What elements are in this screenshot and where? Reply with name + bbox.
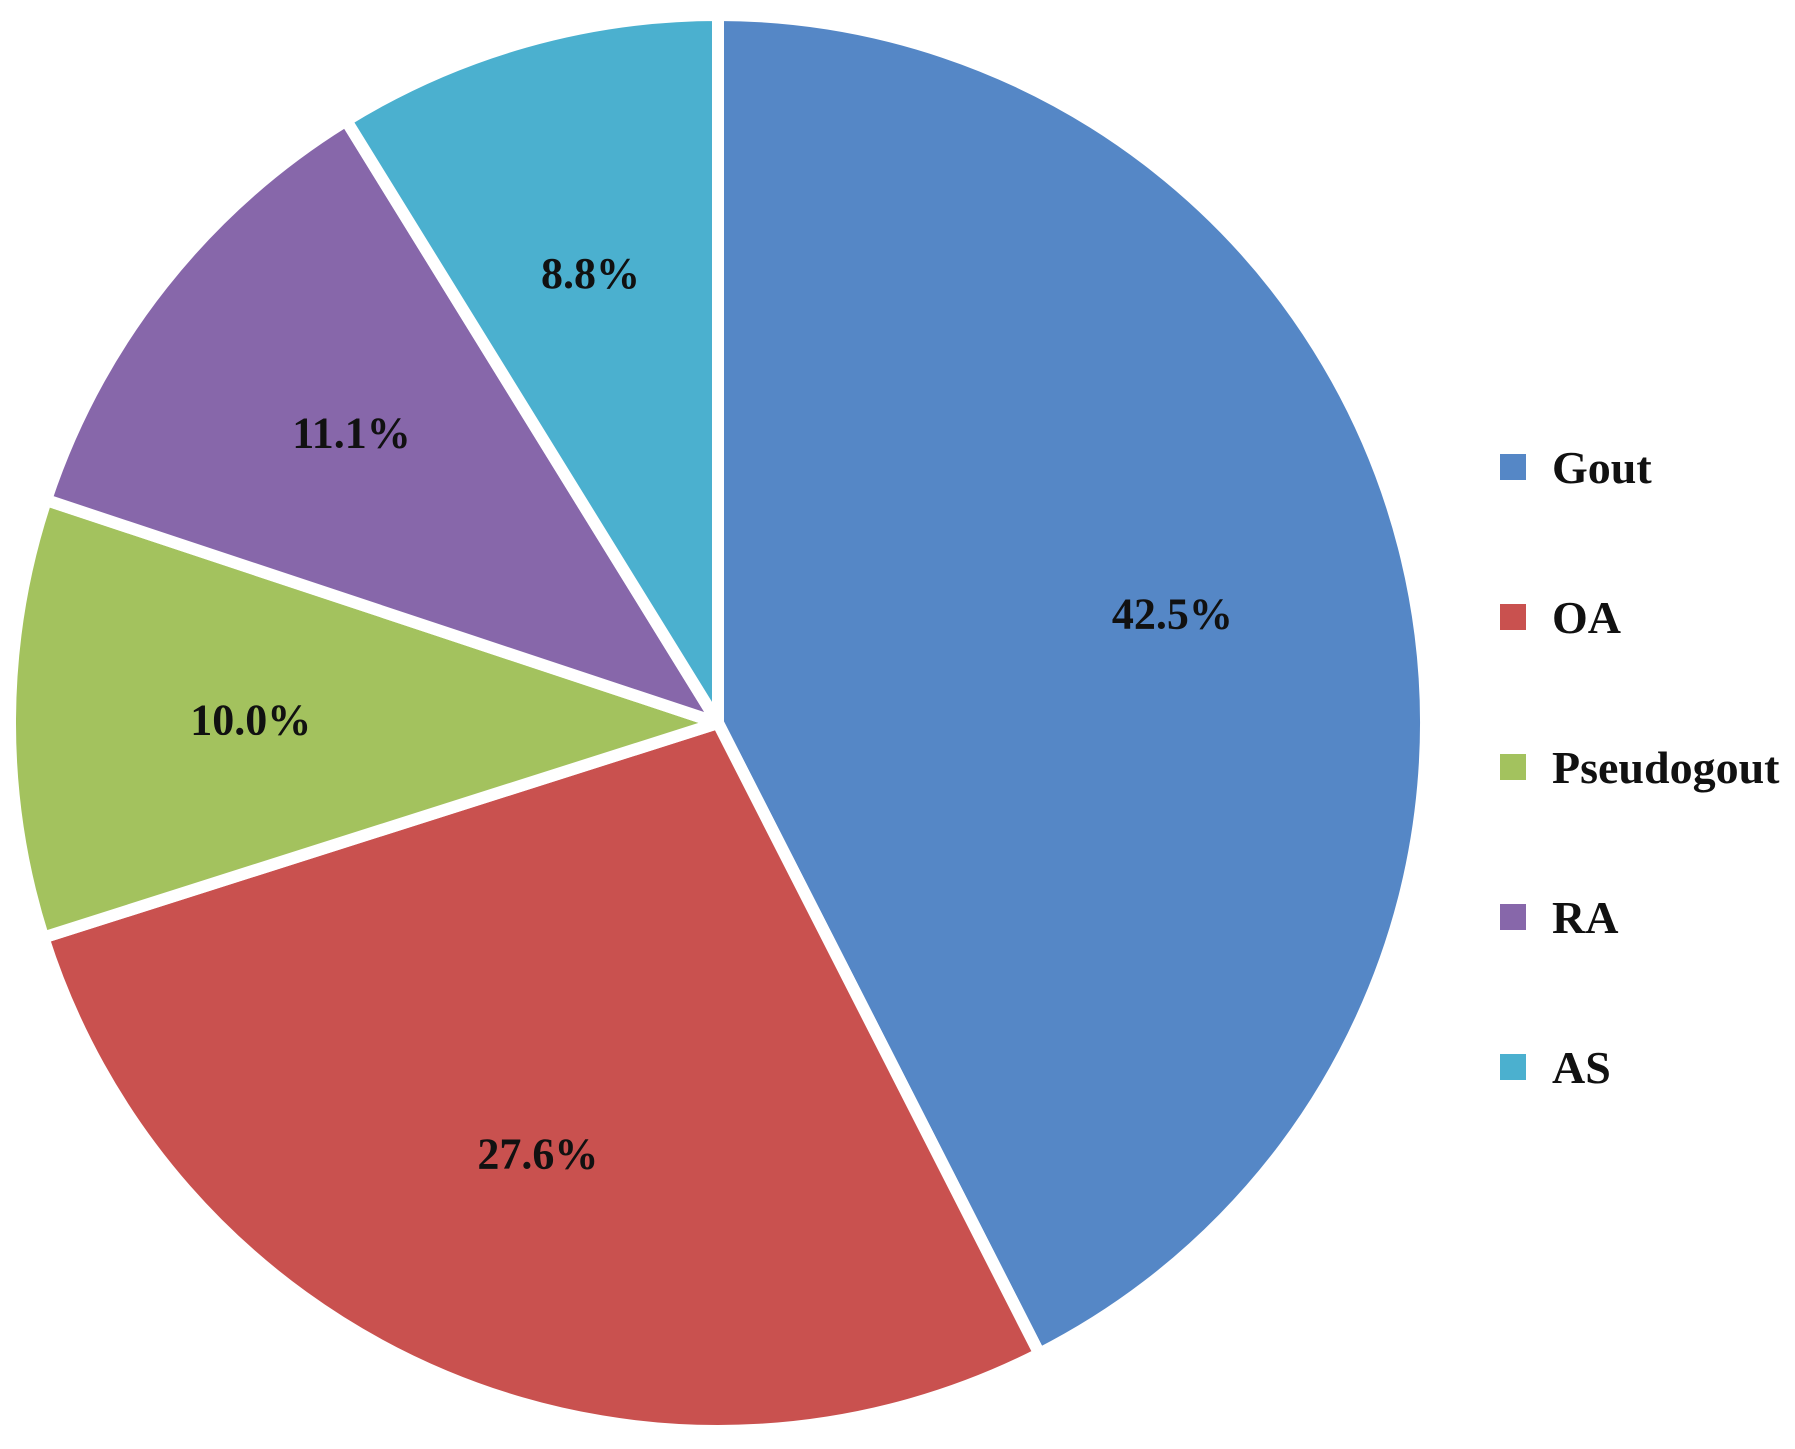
pie-slice-labels: 42.5% 27.6% 10.0% 11.1% 8.8%: [190, 249, 1233, 1179]
pie-slice-label-gout: 42.5%: [1112, 589, 1233, 638]
legend-item-pseudogout: Pseudogout: [1500, 692, 1790, 842]
legend-swatch-oa: [1500, 604, 1526, 630]
legend-item-oa: OA: [1500, 542, 1790, 692]
pie-slice-label-oa: 27.6%: [477, 1130, 598, 1179]
pie-slices: [4, 9, 1432, 1437]
legend-swatch-pseudogout: [1500, 754, 1526, 780]
pie-slice-ra: [40, 114, 724, 729]
legend-item-ra: RA: [1500, 842, 1790, 992]
legend-swatch-as: [1500, 1054, 1526, 1080]
pie-slice-label-pseudogout: 10.0%: [190, 696, 311, 745]
legend-label-pseudogout: Pseudogout: [1552, 741, 1780, 793]
pie-slice-pseudogout: [4, 493, 724, 944]
pie-slice-label-ra: 11.1%: [292, 409, 411, 458]
pie-slice-gout: [712, 9, 1432, 1360]
legend-label-ra: RA: [1552, 891, 1619, 943]
legend-item-as: AS: [1500, 992, 1790, 1142]
legend-swatch-gout: [1500, 454, 1526, 480]
pie-slice-label-as: 8.8%: [541, 249, 640, 298]
legend: Gout OA Pseudogout RA AS: [1500, 392, 1790, 1142]
legend-label-gout: Gout: [1552, 441, 1652, 493]
pie-slice-oa: [37, 717, 1046, 1437]
legend-label-oa: OA: [1552, 591, 1621, 643]
legend-label-as: AS: [1552, 1041, 1611, 1093]
pie-slice-as: [340, 9, 724, 729]
legend-swatch-ra: [1500, 904, 1526, 930]
legend-item-gout: Gout: [1500, 392, 1790, 542]
